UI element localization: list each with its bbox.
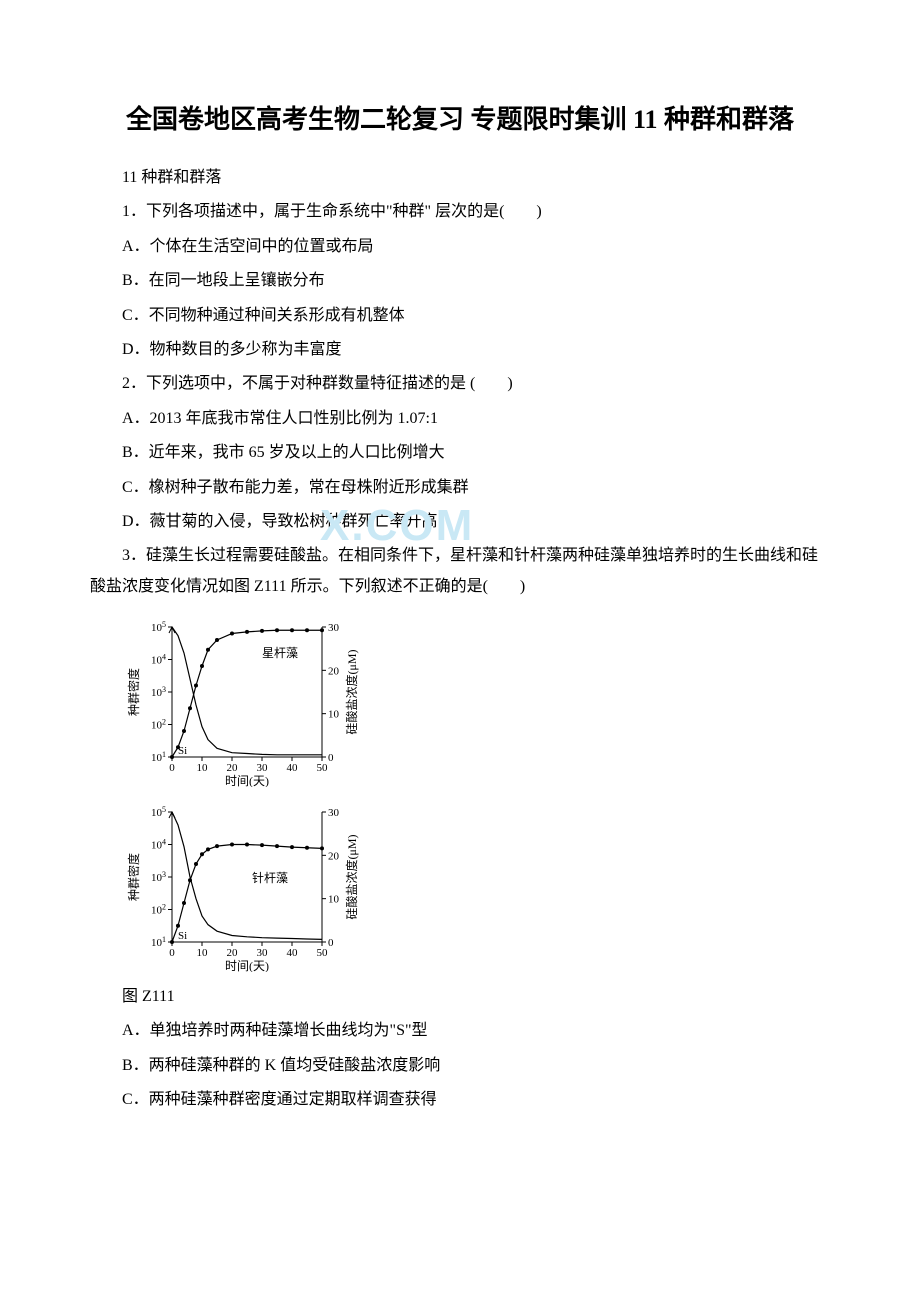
svg-text:10: 10 bbox=[197, 947, 209, 959]
svg-text:0: 0 bbox=[328, 752, 334, 764]
q3-stem: 3．硅藻生长过程需要硅酸盐。在相同条件下，星杆藻和针杆藻两种硅藻单独培养时的生长… bbox=[90, 541, 830, 602]
svg-text:30: 30 bbox=[257, 762, 269, 774]
q1-stem: 1．下列各项描述中，属于生命系统中"种群" 层次的是( ) bbox=[90, 197, 830, 227]
q3-option-a: A．单独培养时两种硅藻增长曲线均为"S"型 bbox=[90, 1016, 830, 1046]
svg-text:0: 0 bbox=[328, 937, 334, 949]
svg-text:0: 0 bbox=[169, 762, 175, 774]
svg-text:102: 102 bbox=[151, 902, 166, 917]
q1-option-d: D．物种数目的多少称为丰富度 bbox=[90, 335, 830, 365]
chart-2: 010203040501011021031041050102030时间(天)种群… bbox=[122, 797, 830, 972]
page-title: 全国卷地区高考生物二轮复习 专题限时集训 11 种群和群落 bbox=[90, 100, 830, 139]
svg-text:时间(天): 时间(天) bbox=[225, 774, 269, 787]
q2-option-c: C．橡树种子散布能力差，常在母株附近形成集群 bbox=[90, 473, 830, 503]
svg-text:40: 40 bbox=[287, 762, 299, 774]
svg-text:105: 105 bbox=[151, 805, 166, 820]
svg-text:种群密度: 种群密度 bbox=[126, 668, 141, 716]
svg-text:硅酸盐浓度(μM): 硅酸盐浓度(μM) bbox=[344, 650, 359, 735]
svg-text:103: 103 bbox=[151, 870, 166, 885]
q2-option-a: A．2013 年底我市常住人口性别比例为 1.07:1 bbox=[90, 404, 830, 434]
svg-text:20: 20 bbox=[227, 947, 239, 959]
svg-text:Si: Si bbox=[178, 930, 187, 942]
svg-text:Si: Si bbox=[178, 745, 187, 757]
svg-text:20: 20 bbox=[328, 665, 340, 677]
q3-option-c: C．两种硅藻种群密度通过定期取样调查获得 bbox=[90, 1085, 830, 1115]
svg-text:30: 30 bbox=[328, 622, 340, 634]
svg-text:104: 104 bbox=[151, 652, 166, 667]
svg-text:102: 102 bbox=[151, 717, 166, 732]
svg-text:105: 105 bbox=[151, 620, 166, 635]
svg-text:30: 30 bbox=[257, 947, 269, 959]
chart-1: 010203040501011021031041050102030时间(天)种群… bbox=[122, 612, 830, 787]
svg-text:104: 104 bbox=[151, 837, 166, 852]
svg-text:针杆藻: 针杆藻 bbox=[252, 870, 288, 885]
svg-text:50: 50 bbox=[317, 947, 329, 959]
svg-text:103: 103 bbox=[151, 685, 166, 700]
svg-text:20: 20 bbox=[328, 850, 340, 862]
svg-text:30: 30 bbox=[328, 807, 340, 819]
svg-text:50: 50 bbox=[317, 762, 329, 774]
q2-stem: 2．下列选项中，不属于对种群数量特征描述的是 ( ) bbox=[90, 369, 830, 399]
q1-option-c: C．不同物种通过种间关系形成有机整体 bbox=[90, 301, 830, 331]
section-header: 11 种群和群落 bbox=[90, 163, 830, 193]
q3-option-b: B．两种硅藻种群的 K 值均受硅酸盐浓度影响 bbox=[90, 1051, 830, 1081]
q2-option-b: B．近年来，我市 65 岁及以上的人口比例增大 bbox=[90, 438, 830, 468]
svg-text:10: 10 bbox=[328, 894, 340, 906]
q2-option-d: D．薇甘菊的入侵，导致松树种群死亡率升高 bbox=[90, 507, 830, 537]
svg-text:101: 101 bbox=[151, 750, 166, 765]
svg-text:20: 20 bbox=[227, 762, 239, 774]
svg-text:硅酸盐浓度(μM): 硅酸盐浓度(μM) bbox=[344, 835, 359, 920]
svg-text:星杆藻: 星杆藻 bbox=[262, 646, 298, 660]
svg-text:40: 40 bbox=[287, 947, 299, 959]
svg-text:10: 10 bbox=[197, 762, 209, 774]
svg-text:101: 101 bbox=[151, 935, 166, 950]
svg-text:种群密度: 种群密度 bbox=[126, 853, 141, 901]
q1-option-a: A．个体在生活空间中的位置或布局 bbox=[90, 232, 830, 262]
q1-option-b: B．在同一地段上呈镶嵌分布 bbox=[90, 266, 830, 296]
figure-label: 图 Z111 bbox=[90, 982, 830, 1012]
svg-text:时间(天): 时间(天) bbox=[225, 959, 269, 972]
svg-text:0: 0 bbox=[169, 947, 175, 959]
svg-text:10: 10 bbox=[328, 709, 340, 721]
